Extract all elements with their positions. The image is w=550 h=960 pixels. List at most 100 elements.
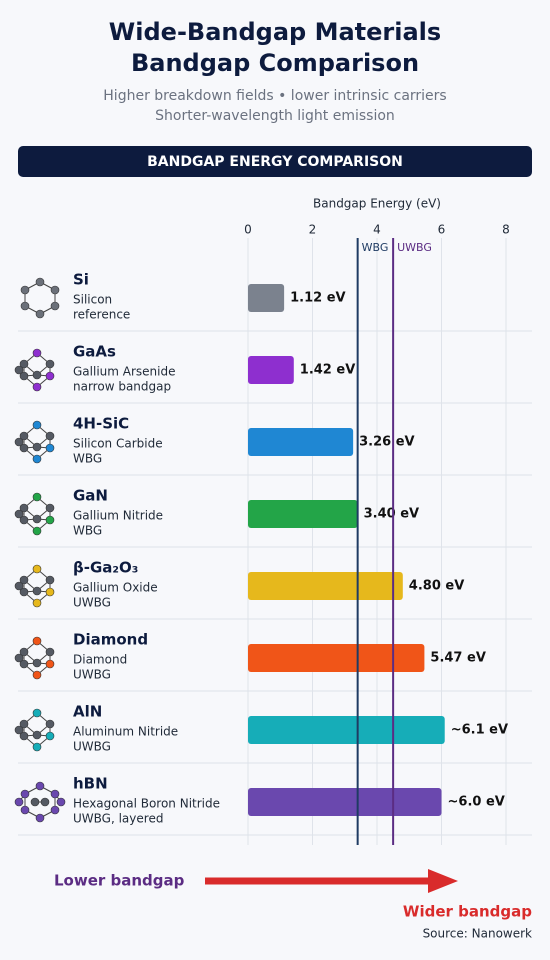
material-icon <box>14 636 55 680</box>
icon-atom <box>32 492 42 502</box>
material-symbol: Diamond <box>73 631 148 649</box>
icon-atom <box>14 581 24 591</box>
value-label: 1.12 eV <box>290 291 345 306</box>
icon-atom <box>20 805 30 815</box>
banner <box>18 146 532 177</box>
bar <box>248 788 442 816</box>
material-icon <box>20 277 60 319</box>
value-label: ~6.1 eV <box>451 723 508 738</box>
material-name: Silicon Carbide <box>73 437 163 451</box>
icon-atom <box>20 301 30 311</box>
value-label: ~6.0 eV <box>448 795 505 810</box>
material-icon <box>14 348 55 392</box>
material-icon <box>14 492 55 536</box>
value-label: 4.80 eV <box>409 579 464 594</box>
value-label: 5.47 eV <box>430 651 485 666</box>
x-tick-label: 0 <box>244 223 252 237</box>
icon-atom <box>35 309 45 319</box>
icon-atom <box>45 503 55 513</box>
icon-atom <box>45 371 55 381</box>
icon-atom <box>14 365 24 375</box>
icon-atom <box>35 277 45 287</box>
material-icon <box>14 781 66 823</box>
icon-atom <box>19 659 29 669</box>
material-name: Aluminum Nitride <box>73 725 178 739</box>
material-name: Diamond <box>73 653 127 667</box>
icon-atom <box>32 708 42 718</box>
icon-atom <box>50 301 60 311</box>
icon-atom <box>19 575 29 585</box>
icon-atom <box>20 789 30 799</box>
icon-atom <box>32 454 42 464</box>
icon-atom <box>19 431 29 441</box>
bar <box>248 356 294 384</box>
icon-atom <box>45 359 55 369</box>
icon-atom <box>32 670 42 680</box>
icon-atom <box>19 371 29 381</box>
icon-atom <box>45 719 55 729</box>
material-note: reference <box>73 308 130 322</box>
bar <box>248 500 358 528</box>
chart-title: Wide-Bandgap Materials <box>109 18 441 46</box>
icon-atom <box>45 575 55 585</box>
material-note: UWBG, layered <box>73 812 163 826</box>
material-symbol: AlN <box>73 703 102 721</box>
icon-atom <box>14 437 24 447</box>
icon-atom <box>32 370 42 380</box>
material-symbol: GaN <box>73 487 108 505</box>
icon-atom <box>50 285 60 295</box>
bar <box>248 428 354 456</box>
icon-atom <box>19 503 29 513</box>
left-note: Lower bandgap <box>54 872 185 890</box>
material-icon <box>14 708 55 752</box>
icon-atom <box>32 636 42 646</box>
value-label: 3.40 eV <box>364 507 419 522</box>
material-name: Gallium Oxide <box>73 581 158 595</box>
icon-atom <box>45 659 55 669</box>
icon-atom <box>56 797 66 807</box>
x-tick-label: 6 <box>438 223 446 237</box>
right-note: Wider bandgap <box>403 903 532 921</box>
subtitle: Shorter-wavelength light emission <box>155 108 395 124</box>
icon-atom <box>32 598 42 608</box>
icon-atom <box>32 730 42 740</box>
icon-atom <box>45 731 55 741</box>
icon-atom <box>32 382 42 392</box>
icon-atom <box>45 515 55 525</box>
arrow-head <box>428 869 458 893</box>
icon-atom <box>45 443 55 453</box>
icon-atom <box>19 731 29 741</box>
material-name: Gallium Arsenide <box>73 365 175 379</box>
value-label: 3.26 eV <box>359 435 414 450</box>
icon-atom <box>14 725 24 735</box>
icon-atom <box>50 789 60 799</box>
icon-atom <box>20 285 30 295</box>
material-note: WBG <box>73 524 102 538</box>
bar <box>248 284 285 312</box>
icon-atom <box>19 515 29 525</box>
icon-atom <box>32 514 42 524</box>
icon-atom <box>32 526 42 536</box>
x-axis-label: Bandgap Energy (eV) <box>313 197 441 211</box>
icon-atom <box>14 797 24 807</box>
material-note: UWBG <box>73 596 111 610</box>
icon-atom <box>14 653 24 663</box>
x-tick-label: 8 <box>502 223 510 237</box>
icon-atom <box>19 719 29 729</box>
threshold-label: UWBG <box>397 241 432 254</box>
material-symbol: β-Ga₂O₃ <box>73 559 138 577</box>
material-name: Gallium Nitride <box>73 509 163 523</box>
x-tick-label: 4 <box>373 223 381 237</box>
icon-atom <box>19 359 29 369</box>
material-symbol: 4H-SiC <box>73 415 129 433</box>
icon-atom <box>32 348 42 358</box>
material-name: Hexagonal Boron Nitride <box>73 797 220 811</box>
icon-atom <box>19 587 29 597</box>
value-label: 1.42 eV <box>300 363 355 378</box>
material-note: UWBG <box>73 740 111 754</box>
icon-atom <box>45 587 55 597</box>
icon-atom <box>32 442 42 452</box>
material-note: narrow bandgap <box>73 380 171 394</box>
icon-atom <box>35 781 45 791</box>
